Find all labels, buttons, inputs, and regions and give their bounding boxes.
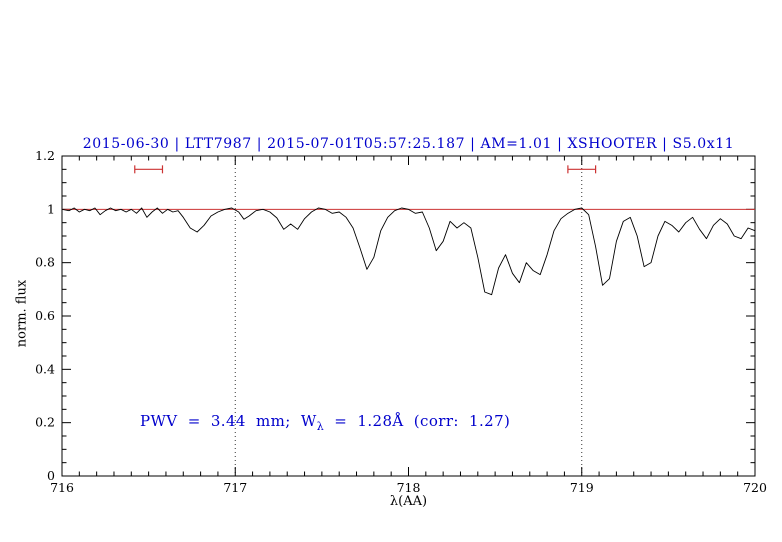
pwv-annotation-sub: λ — [316, 420, 325, 433]
y-tick-label: 0.2 — [35, 415, 55, 430]
x-tick-label: 719 — [570, 480, 594, 495]
y-tick-label: 1 — [47, 201, 55, 216]
x-axis-label: λ(AA) — [389, 494, 428, 509]
x-tick-label: 718 — [397, 480, 421, 495]
x-tick-label: 720 — [743, 480, 767, 495]
x-tick-label: 717 — [223, 480, 247, 495]
pwv-annotation-pre: PWV = 3.44 mm; W — [140, 412, 317, 430]
x-tick-label: 716 — [50, 480, 74, 495]
y-tick-label: 1.2 — [35, 148, 55, 163]
y-tick-label: 0.8 — [35, 255, 55, 270]
y-tick-label: 0.6 — [35, 308, 55, 323]
spectrum-line — [61, 207, 756, 296]
y-tick-label: 0.4 — [35, 361, 55, 376]
y-axis-label: norm. flux — [14, 279, 30, 348]
y-tick-label: 0 — [47, 468, 55, 483]
pwv-annotation-post: = 1.28Å (corr: 1.27) — [324, 412, 511, 430]
pwv-annotation: PWV = 3.44 mm; Wλ = 1.28Å (corr: 1.27) — [140, 412, 510, 433]
chart-title: 2015-06-30 | LTT7987 | 2015-07-01T05:57:… — [82, 136, 735, 152]
